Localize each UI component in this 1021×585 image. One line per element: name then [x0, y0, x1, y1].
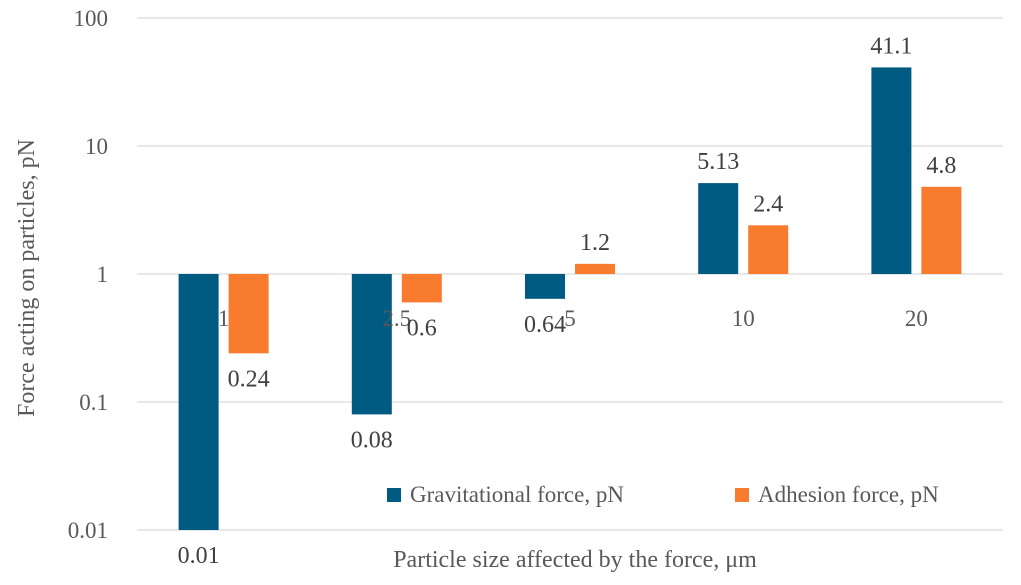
data-label-gravitational: 41.1 [870, 33, 912, 59]
data-label-adhesion: 4.8 [926, 153, 956, 179]
data-label-adhesion: 0.24 [228, 366, 270, 392]
category-label: 20 [905, 306, 928, 331]
data-label-gravitational: 0.08 [351, 427, 393, 453]
bar-adhesion [575, 263, 615, 274]
data-label-adhesion: 2.4 [753, 191, 783, 217]
bar-gravitational [178, 274, 219, 530]
category-label: 5 [564, 306, 576, 331]
legend: Gravitational force, pN Adhesion force, … [387, 482, 939, 507]
y-tick-label: 10 [85, 134, 108, 159]
category-label: 2.5 [382, 306, 411, 331]
bar-adhesion [228, 274, 269, 354]
x-axis-title: Particle size affected by the force, μm [393, 547, 757, 573]
y-axis-title: Force acting on particles, pN [14, 139, 40, 417]
y-axis-ticks: 0.01 0.1 1 10 100 [68, 6, 108, 543]
legend-swatch-adhesion [735, 488, 749, 502]
legend-swatch-gravitational [387, 488, 401, 502]
category-label: 10 [732, 306, 755, 331]
data-labels: 0.01 0.24 0.08 0.6 0.64 1.2 5.13 2.4 41.1 4.8 [178, 33, 957, 569]
data-label-adhesion: 1.2 [580, 230, 610, 256]
legend-label-gravitational: Gravitational force, pN [410, 482, 624, 507]
gridlines [137, 17, 1003, 531]
data-label-gravitational: 0.64 [524, 312, 566, 338]
y-tick-label: 0.01 [68, 518, 108, 543]
category-label: 1 [218, 306, 230, 331]
bar-gravitational [871, 67, 912, 274]
data-label-gravitational: 0.01 [178, 543, 220, 569]
data-label-gravitational: 5.13 [697, 149, 739, 175]
category-labels: 1 2.5 5 10 20 [218, 306, 928, 331]
y-tick-label: 1 [97, 262, 109, 287]
legend-label-adhesion: Adhesion force, pN [758, 482, 939, 507]
bar-adhesion [748, 225, 789, 274]
bars [178, 67, 962, 530]
bar-adhesion [921, 186, 962, 274]
y-tick-label: 0.1 [79, 390, 108, 415]
bar-adhesion [401, 274, 442, 303]
bar-gravitational [698, 183, 739, 274]
bar-gravitational [351, 274, 392, 415]
y-tick-label: 100 [74, 6, 109, 31]
bar-gravitational [525, 274, 565, 299]
data-label-adhesion: 0.6 [407, 315, 437, 341]
